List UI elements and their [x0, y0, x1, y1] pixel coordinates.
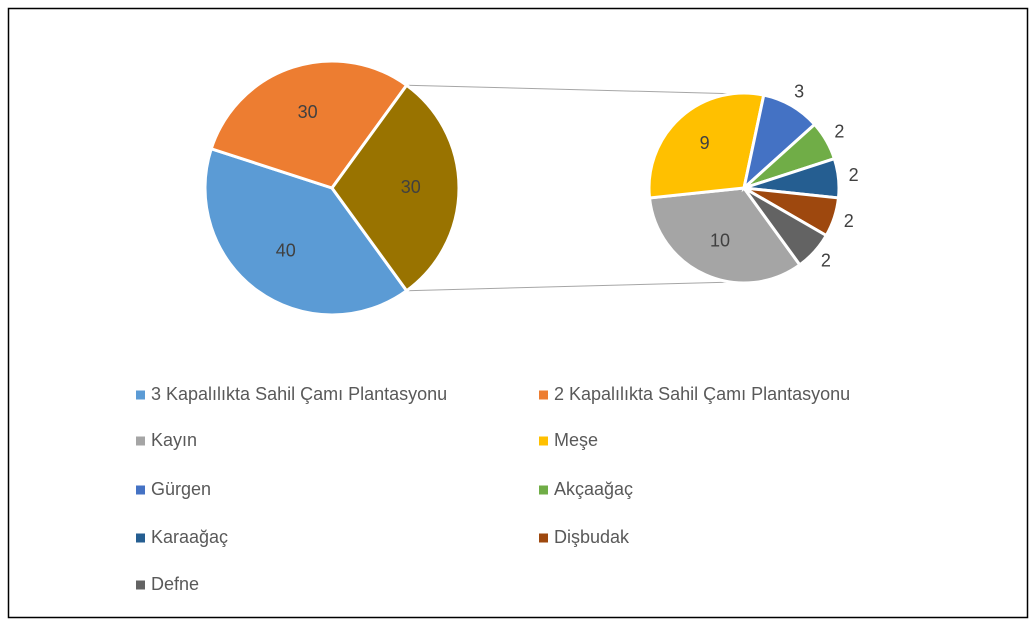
- data-label: 30: [401, 177, 421, 197]
- legend-label: Kayın: [151, 430, 197, 450]
- data-label: 30: [298, 102, 318, 122]
- data-label: 3: [794, 81, 804, 101]
- connector-line: [406, 281, 731, 292]
- legend-marker: [136, 436, 145, 446]
- data-label: 2: [849, 165, 859, 185]
- data-label: 2: [834, 122, 844, 142]
- legend-marker: [539, 485, 548, 495]
- data-label: 2: [821, 250, 831, 270]
- legend-marker: [539, 436, 548, 446]
- legend-label: Defne: [151, 574, 199, 594]
- data-label: 10: [710, 231, 730, 251]
- legend-marker: [136, 580, 145, 590]
- data-label: 40: [276, 240, 296, 260]
- legend-marker: [136, 533, 145, 543]
- chart-frame: [7, 7, 1029, 619]
- legend-label: Karaağaç: [151, 527, 228, 547]
- legend-label: 3 Kapalılıkta Sahil Çamı Plantasyonu: [151, 384, 447, 404]
- legend-label: Akçaağaç: [554, 479, 633, 499]
- legend-label: Dişbudak: [554, 527, 630, 547]
- legend-label: Gürgen: [151, 479, 211, 499]
- pie-slice: [647, 186, 802, 285]
- legend-marker: [136, 390, 145, 400]
- legend-marker: [539, 533, 548, 543]
- legend-label: 2 Kapalılıkta Sahil Çamı Plantasyonu: [554, 384, 850, 404]
- data-label: 9: [700, 133, 710, 153]
- legend-marker: [539, 390, 548, 400]
- pie-slice: [330, 83, 461, 293]
- pie-slice: [203, 146, 409, 317]
- data-label: 2: [844, 211, 854, 231]
- pie-slice: [209, 59, 409, 190]
- legend-label: Meşe: [554, 430, 598, 450]
- pie-slice: [742, 186, 829, 267]
- pie-slice: [647, 91, 766, 200]
- connector-line: [406, 84, 761, 95]
- legend-marker: [136, 485, 145, 495]
